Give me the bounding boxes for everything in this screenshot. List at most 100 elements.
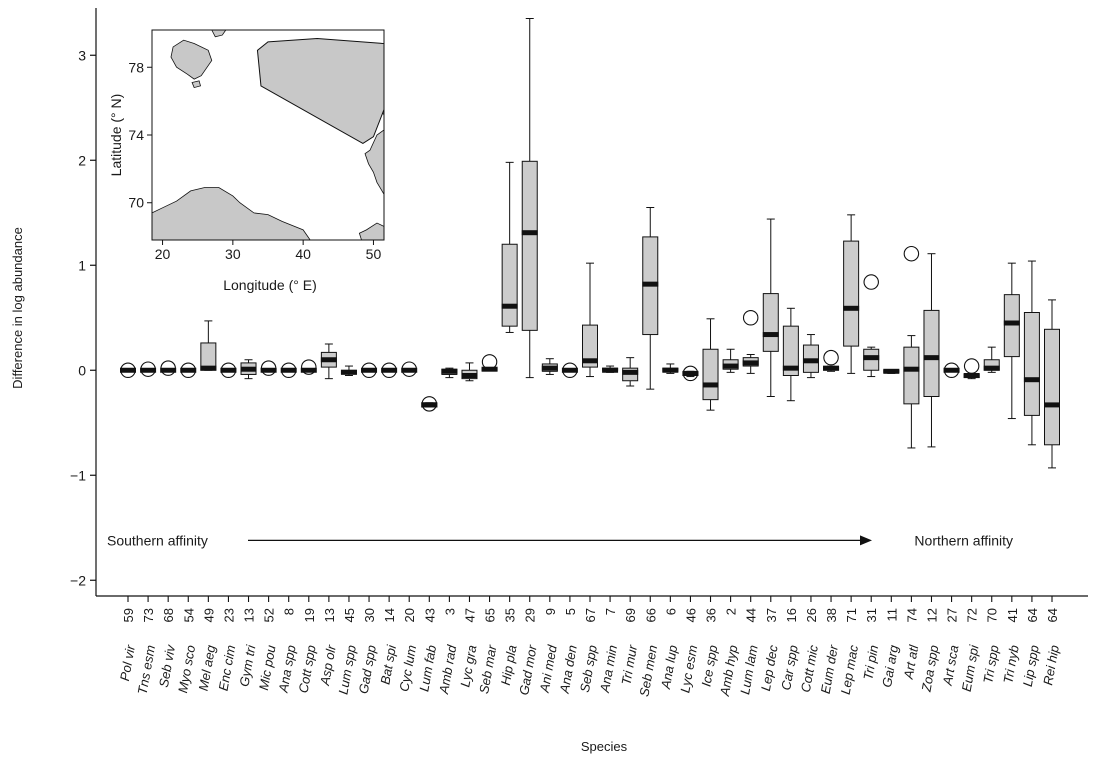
species-sample-size: 49 bbox=[201, 608, 216, 622]
y-tick-label: 1 bbox=[78, 257, 86, 273]
y-tick-label: −1 bbox=[70, 467, 86, 483]
species-name: Lum spp bbox=[335, 644, 358, 696]
species-box bbox=[802, 334, 819, 379]
species-name: Mic pou bbox=[256, 644, 279, 691]
inset-x-tick-label: 20 bbox=[155, 246, 171, 262]
species-box bbox=[381, 367, 398, 373]
species-name: Lyc esm bbox=[677, 644, 700, 694]
outlier-point bbox=[260, 360, 277, 376]
species-name: Seb spp bbox=[577, 644, 600, 694]
species-sample-size: 69 bbox=[623, 608, 638, 622]
median-bar bbox=[622, 369, 639, 375]
median-bar bbox=[541, 365, 558, 371]
median-bar bbox=[220, 367, 237, 373]
species-box bbox=[963, 372, 980, 380]
species-box bbox=[340, 365, 357, 376]
species-box bbox=[260, 367, 277, 373]
species-name: Amb rad bbox=[436, 643, 460, 696]
species-name: Lep dec bbox=[758, 643, 781, 692]
species-sample-size: 9 bbox=[543, 608, 558, 615]
median-bar bbox=[160, 367, 177, 373]
median-bar bbox=[381, 367, 398, 373]
outlier-point bbox=[180, 362, 197, 378]
iqr-box bbox=[521, 160, 538, 331]
median-bar bbox=[461, 373, 478, 378]
median-bar bbox=[421, 402, 438, 408]
median-bar bbox=[963, 373, 980, 378]
species-name: Lip spp bbox=[1020, 644, 1042, 688]
species-box bbox=[541, 358, 558, 375]
y-tick-label: 3 bbox=[78, 47, 86, 63]
species-sample-size: 68 bbox=[161, 608, 176, 622]
median-bar bbox=[883, 368, 900, 374]
species-sample-size: 47 bbox=[462, 608, 477, 622]
species-name: Seb viv bbox=[156, 642, 178, 688]
species-sample-size: 44 bbox=[744, 608, 759, 622]
species-box bbox=[441, 367, 458, 379]
land-shape bbox=[151, 187, 311, 241]
species-name: Gym tri bbox=[236, 643, 258, 688]
median-bar bbox=[582, 358, 598, 364]
median-bar bbox=[782, 365, 799, 371]
box-series bbox=[120, 18, 1060, 469]
species-name: Lum fab bbox=[416, 644, 439, 693]
species-box bbox=[461, 362, 478, 382]
species-box bbox=[903, 335, 920, 449]
species-name: Seb men bbox=[636, 644, 660, 698]
species-sample-size: 64 bbox=[1025, 608, 1040, 622]
species-sample-size: 26 bbox=[804, 608, 819, 622]
species-name: Art sca bbox=[940, 644, 962, 687]
species-name: Tri nyb bbox=[1000, 644, 1022, 685]
median-bar bbox=[762, 332, 779, 338]
outlier-points bbox=[120, 245, 980, 412]
species-sample-size: 37 bbox=[764, 608, 779, 622]
species-name: Ice spp bbox=[698, 644, 720, 688]
species-box bbox=[240, 359, 257, 380]
median-bar bbox=[642, 281, 659, 287]
median-bar bbox=[923, 355, 940, 361]
species-sample-size: 72 bbox=[965, 608, 980, 622]
median-bar bbox=[180, 367, 197, 373]
species-sample-size: 73 bbox=[141, 608, 156, 622]
outlier-point bbox=[963, 358, 980, 374]
species-name: Ana lup bbox=[658, 644, 681, 691]
median-bar bbox=[120, 367, 136, 373]
median-bar bbox=[903, 366, 920, 372]
northern-affinity-label: Northern affinity bbox=[914, 532, 1013, 548]
median-bar bbox=[742, 360, 759, 366]
iqr-box bbox=[1023, 312, 1040, 416]
median-bar bbox=[361, 367, 378, 373]
species-box bbox=[983, 346, 1000, 373]
species-name: Car spp bbox=[778, 644, 801, 691]
species-sample-size: 12 bbox=[924, 608, 939, 622]
species-sample-size: 23 bbox=[221, 608, 236, 622]
outlier-point bbox=[863, 274, 879, 290]
median-bar bbox=[1003, 320, 1020, 326]
species-sample-size: 43 bbox=[422, 608, 437, 622]
species-name: Tri pin bbox=[860, 644, 881, 681]
median-bar bbox=[802, 358, 819, 364]
species-sample-size: 41 bbox=[1005, 608, 1020, 622]
iqr-box bbox=[582, 324, 598, 368]
species-name: Lyc gra bbox=[457, 644, 479, 688]
median-bar bbox=[823, 365, 840, 371]
species-sample-size: 6 bbox=[663, 608, 678, 615]
species-box bbox=[1023, 260, 1040, 446]
inset-y-tick-label: 70 bbox=[128, 195, 144, 211]
species-name: Ana den bbox=[557, 644, 580, 695]
species-sample-size: 20 bbox=[402, 608, 417, 622]
species-name: Gad spp bbox=[356, 644, 379, 695]
median-bar bbox=[240, 366, 257, 372]
outlier-point bbox=[220, 362, 237, 378]
species-name: Tri mur bbox=[618, 643, 640, 686]
species-sample-size: 31 bbox=[864, 608, 879, 622]
species-box bbox=[923, 253, 940, 448]
median-bar bbox=[702, 382, 719, 388]
species-name: Gai arg bbox=[879, 643, 901, 688]
species-name: Mel aeg bbox=[195, 643, 218, 692]
inset-y-tick-label: 78 bbox=[128, 59, 144, 75]
median-bar bbox=[140, 367, 157, 373]
median-bar bbox=[200, 365, 217, 371]
species-name: Hip pla bbox=[498, 644, 520, 686]
species-sample-size: 13 bbox=[242, 608, 257, 622]
